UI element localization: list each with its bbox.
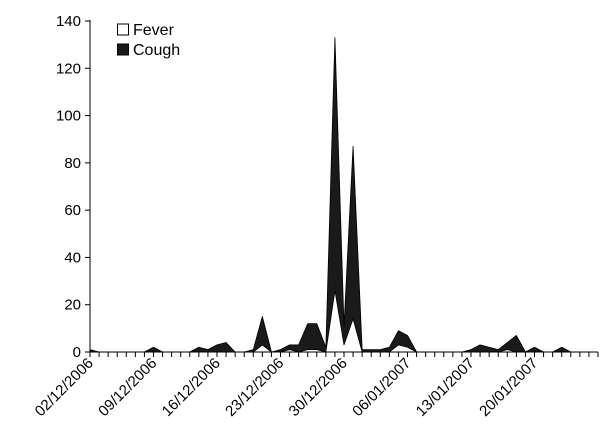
plot-areas [89,37,590,353]
x-tick-label: 13/01/2007 [413,355,478,420]
y-tick-label: 100 [56,108,81,125]
y-tick-label: 80 [64,155,81,172]
y-tick-label: 20 [64,297,81,314]
area-cough [89,37,590,353]
y-axis-ticks: 0 20 40 60 80 100 120 140 [56,13,90,361]
legend-label-cough: Cough [133,42,180,59]
y-tick-label: 40 [64,249,81,266]
x-tick-label: 16/12/2006 [159,355,224,420]
legend: Fever Cough [117,22,180,59]
y-tick-label: 120 [56,60,81,77]
x-tick-label: 06/01/2007 [349,355,414,420]
y-tick-label: 140 [56,13,81,30]
x-tick-label: 30/12/2006 [286,355,351,420]
x-tick-label: 02/12/2006 [32,355,97,420]
y-tick-label: 0 [73,344,81,361]
axes [89,20,598,353]
x-tick-label: 09/12/2006 [95,355,160,420]
x-tick-label: 20/01/2007 [476,355,541,420]
legend-swatch-cough [117,43,129,56]
x-axis-ticks: 02/12/200609/12/200616/12/200623/12/2006… [32,352,599,420]
y-tick-label: 60 [64,202,81,219]
legend-swatch-fever [117,23,129,36]
x-tick-label: 23/12/2006 [222,355,287,420]
legend-label-fever: Fever [133,22,175,39]
